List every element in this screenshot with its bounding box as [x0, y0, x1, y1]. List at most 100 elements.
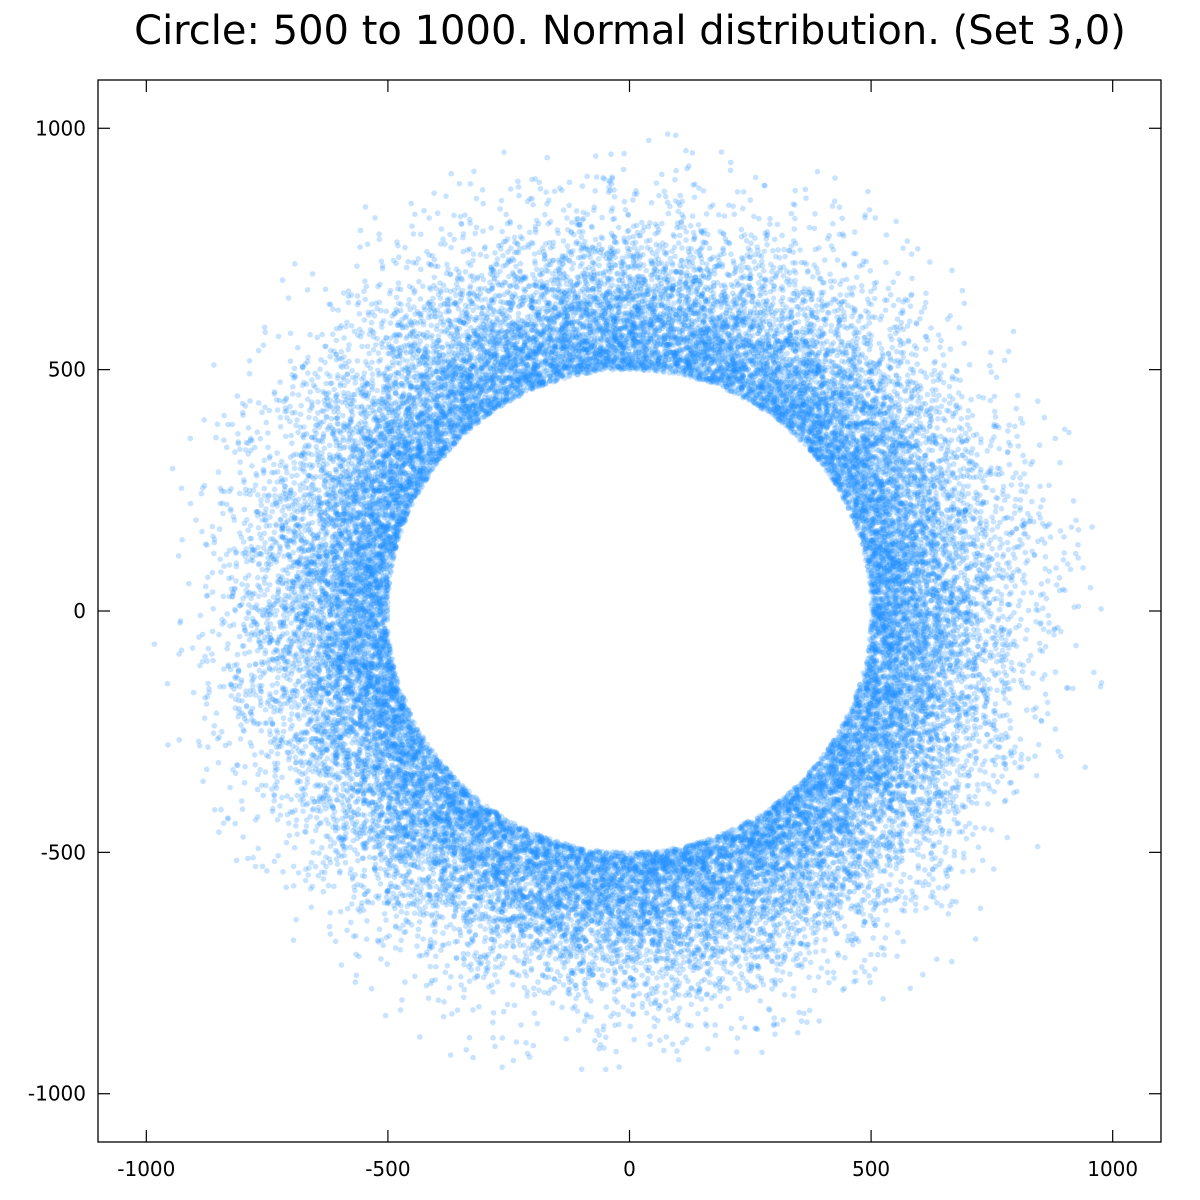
scatter-point	[416, 953, 422, 959]
scatter-point	[885, 285, 892, 292]
scatter-point	[848, 762, 855, 768]
scatter-point	[488, 924, 494, 931]
scatter-point	[925, 753, 931, 760]
scatter-point	[772, 378, 778, 385]
scatter-point	[360, 452, 367, 459]
scatter-point	[763, 318, 769, 325]
scatter-point	[259, 566, 266, 573]
scatter-point	[447, 802, 453, 808]
scatter-point	[781, 915, 787, 921]
scatter-point	[801, 389, 807, 395]
scatter-point	[792, 277, 798, 284]
scatter-point	[569, 848, 575, 855]
scatter-point	[882, 935, 889, 941]
scatter-point	[469, 935, 475, 942]
scatter-point	[1042, 643, 1049, 650]
scatter-point	[740, 205, 746, 212]
scatter-point	[501, 868, 508, 875]
scatter-point	[566, 991, 573, 997]
scatter-point	[705, 1046, 711, 1052]
scatter-point	[907, 985, 913, 992]
scatter-point	[797, 247, 803, 253]
scatter-point	[915, 671, 921, 677]
scatter-point	[1003, 712, 1010, 718]
scatter-point	[342, 859, 349, 866]
scatter-point	[460, 390, 467, 397]
scatter-point	[387, 287, 394, 294]
scatter-point	[497, 943, 504, 950]
scatter-point	[169, 465, 176, 472]
scatter-point	[288, 620, 295, 626]
scatter-point	[573, 208, 580, 214]
scatter-point	[262, 540, 268, 546]
scatter-point	[579, 183, 586, 189]
scatter-point	[832, 175, 838, 181]
scatter-point	[990, 772, 997, 779]
scatter-point	[546, 258, 553, 264]
scatter-point	[473, 195, 480, 202]
scatter-point	[410, 231, 417, 237]
scatter-point	[220, 510, 226, 517]
scatter-point	[946, 383, 953, 390]
scatter-point	[332, 938, 339, 945]
scatter-point	[190, 689, 197, 696]
scatter-point	[411, 862, 417, 869]
scatter-point	[816, 783, 822, 789]
scatter-point	[622, 207, 629, 213]
scatter-point	[942, 781, 949, 787]
scatter-point	[813, 949, 819, 955]
scatter-point	[250, 683, 256, 689]
scatter-point	[480, 228, 486, 234]
scatter-point	[806, 224, 813, 231]
scatter-point	[831, 198, 838, 204]
scatter-point	[804, 1019, 810, 1025]
scatter-point	[654, 975, 660, 981]
scatter-point	[926, 871, 932, 878]
scatter-point	[250, 854, 256, 861]
scatter-point	[876, 340, 883, 347]
scatter-point	[1035, 398, 1041, 405]
scatter-point	[631, 296, 637, 302]
scatter-point	[829, 203, 836, 209]
scatter-point	[406, 460, 413, 467]
scatter-point	[197, 612, 204, 619]
scatter-point	[423, 952, 430, 958]
scatter-point	[290, 883, 297, 889]
scatter-point	[270, 625, 277, 632]
scatter-point	[434, 419, 440, 426]
scatter-point	[973, 431, 980, 438]
scatter-point	[1042, 672, 1048, 678]
scatter-point	[296, 524, 302, 530]
scatter-point	[209, 589, 216, 595]
scatter-point	[467, 402, 474, 408]
scatter-point	[279, 477, 286, 484]
scatter-point	[380, 318, 387, 324]
scatter-point	[812, 211, 818, 217]
scatter-point	[494, 979, 501, 985]
scatter-point	[684, 881, 691, 888]
scatter-point	[810, 274, 816, 280]
scatter-point	[833, 407, 840, 414]
scatter-point	[992, 408, 998, 415]
scatter-point	[520, 380, 526, 386]
scatter-point	[320, 888, 327, 895]
scatter-point	[370, 381, 376, 387]
scatter-point	[935, 416, 941, 422]
scatter-point	[352, 979, 359, 985]
scatter-point	[675, 340, 682, 347]
scatter-point	[365, 536, 371, 542]
scatter-point	[851, 351, 857, 358]
scatter-point	[354, 263, 360, 270]
scatter-point	[291, 844, 298, 851]
scatter-point	[358, 642, 365, 649]
scatter-point	[237, 459, 243, 465]
scatter-point	[418, 266, 424, 273]
scatter-point	[1028, 589, 1035, 596]
scatter-point	[818, 325, 824, 332]
scatter-point	[621, 150, 627, 157]
scatter-point	[999, 641, 1006, 648]
scatter-point	[663, 982, 670, 988]
scatter-point	[872, 215, 879, 221]
scatter-point	[309, 377, 315, 383]
